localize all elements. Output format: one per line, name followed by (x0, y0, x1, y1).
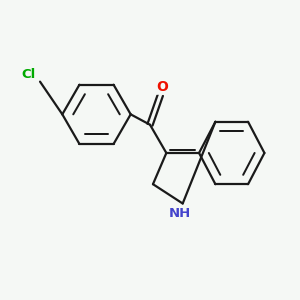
Text: Cl: Cl (21, 68, 35, 81)
Text: NH: NH (169, 207, 191, 220)
Text: O: O (156, 80, 168, 94)
